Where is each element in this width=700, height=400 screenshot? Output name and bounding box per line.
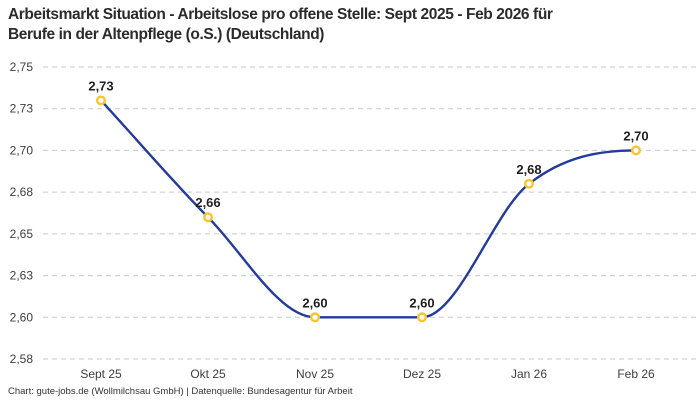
y-tick-label: 2,65	[10, 227, 34, 241]
chart-title-line2: Berufe in der Altenpflege (o.S.) (Deutsc…	[8, 26, 325, 44]
y-tick-label: 2,70	[10, 143, 34, 157]
x-axis-label: Dez 25	[403, 367, 441, 381]
data-point-label: 2,68	[516, 162, 541, 177]
y-tick-label: 2,58	[10, 352, 34, 366]
y-tick-label: 2,63	[10, 269, 34, 283]
x-axis-label: Feb 26	[617, 367, 655, 381]
data-point-label: 2,60	[409, 295, 434, 310]
chart-title: Arbeitsmarkt Situation - Arbeitslose pro…	[8, 5, 658, 46]
data-point-marker[interactable]	[631, 145, 642, 156]
data-point-marker[interactable]	[524, 178, 535, 189]
x-axis-label: Okt 25	[190, 367, 226, 381]
x-axis-label: Nov 25	[296, 367, 334, 381]
y-tick-label: 2,68	[10, 185, 34, 199]
series-line	[99, 99, 638, 319]
data-point-label: 2,60	[302, 295, 327, 310]
data-point-marker[interactable]	[417, 312, 428, 323]
y-tick-label: 2,75	[10, 60, 34, 74]
data-point-label: 2,66	[195, 195, 220, 210]
chart-credit: Chart: gute-jobs.de (Wollmilchsau GmbH) …	[8, 386, 353, 397]
y-tick-label: 2,60	[10, 310, 34, 324]
x-axis-label: Jan 26	[511, 367, 547, 381]
data-point-marker[interactable]	[95, 95, 106, 106]
chart-title-line1: Arbeitsmarkt Situation - Arbeitslose pro…	[8, 6, 553, 23]
data-point-label: 2,70	[623, 128, 648, 143]
x-axis-label: Sept 25	[80, 367, 122, 381]
data-point-marker[interactable]	[202, 212, 213, 223]
y-tick-label: 2,73	[10, 102, 34, 116]
data-point-marker[interactable]	[310, 312, 321, 323]
data-point-label: 2,73	[88, 78, 113, 93]
